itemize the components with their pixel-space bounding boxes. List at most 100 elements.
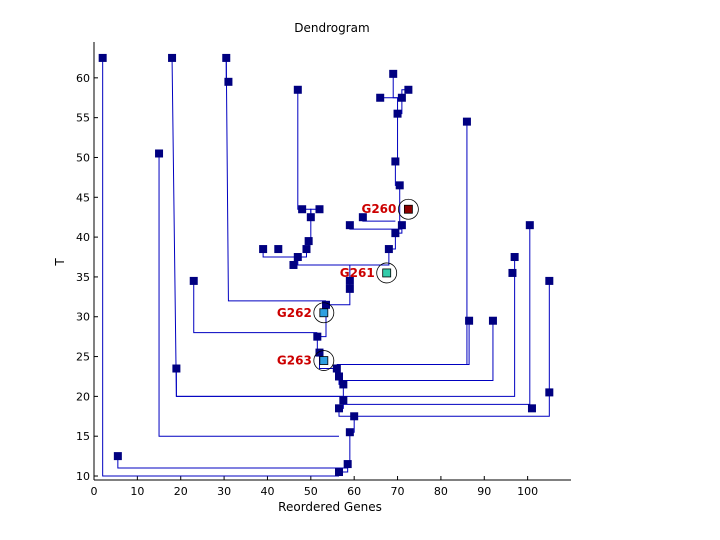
dendrogram-node[interactable]	[222, 53, 231, 62]
highlighted-node[interactable]	[382, 268, 392, 278]
dendrogram-branch	[193, 280, 318, 334]
dendrogram-branch	[343, 257, 516, 397]
axes	[93, 42, 571, 481]
dendrogram-node[interactable]	[350, 412, 359, 421]
highlighted-node[interactable]	[403, 204, 413, 214]
dendrogram-node[interactable]	[389, 69, 398, 78]
y-ticks: 10 15 20 25 30 35 40 45 50 55 60	[76, 72, 98, 483]
dendrogram-node[interactable]	[321, 300, 330, 309]
y-axis-label: T	[53, 258, 67, 267]
dendrogram-node[interactable]	[306, 213, 315, 222]
highlight-ring	[397, 198, 419, 220]
dendrogram-branch	[158, 153, 340, 437]
y-tick-label: 15	[76, 430, 90, 443]
dendrogram-node[interactable]	[332, 364, 341, 373]
highlighted-node[interactable]	[319, 308, 329, 318]
dendrogram-node[interactable]	[113, 452, 122, 461]
y-tick-label: 10	[76, 470, 90, 483]
x-tick-label: 60	[347, 485, 361, 498]
x-tick-label: 50	[304, 485, 318, 498]
dendrogram-node[interactable]	[339, 396, 348, 405]
dendrogram-node[interactable]	[343, 460, 352, 469]
dendrogram-node[interactable]	[274, 245, 283, 254]
dendrogram-branch	[225, 57, 326, 302]
trunk-branch	[325, 288, 351, 306]
dendrogram-node[interactable]	[376, 93, 385, 102]
dendrogram-node[interactable]	[384, 245, 393, 254]
highlight-ring	[313, 302, 335, 324]
x-tick-label: 100	[517, 485, 538, 498]
x-tick-label: 10	[130, 485, 144, 498]
dendrogram-node[interactable]	[313, 332, 322, 341]
dendrogram-node[interactable]	[172, 364, 181, 373]
dendrogram-node[interactable]	[527, 404, 536, 413]
x-tick-label: 0	[91, 485, 98, 498]
dendrogram-branch	[354, 280, 550, 417]
highlighted-genes: G260 G261 G262 G263	[277, 198, 419, 371]
gene-label: G262	[277, 306, 312, 320]
dendrogram-node[interactable]	[304, 237, 313, 246]
dendrogram-node[interactable]	[168, 53, 177, 62]
dendrogram-node[interactable]	[98, 53, 107, 62]
dendrogram-node[interactable]	[545, 388, 554, 397]
x-tick-label: 30	[217, 485, 231, 498]
dendrogram-nodes	[98, 53, 554, 477]
dendrogram-node[interactable]	[404, 85, 413, 94]
y-tick-label: 50	[76, 151, 90, 164]
dendrogram-node[interactable]	[189, 276, 198, 285]
x-ticks: 0 10 20 30 40 50 60 70 80 90 100	[91, 476, 538, 498]
x-tick-label: 40	[260, 485, 274, 498]
y-tick-label: 20	[76, 390, 90, 403]
dendrogram-node[interactable]	[395, 181, 404, 190]
dendrogram-node[interactable]	[345, 221, 354, 230]
gene-label: G263	[277, 354, 312, 368]
dendrogram-node[interactable]	[508, 268, 517, 277]
highlight-ring	[376, 262, 398, 284]
cluster-connector	[293, 249, 390, 266]
dendrogram-node[interactable]	[315, 348, 324, 357]
dendrogram-node[interactable]	[488, 316, 497, 325]
dendrogram-node[interactable]	[397, 221, 406, 230]
gene-label: G261	[340, 266, 375, 280]
dendrogram-node[interactable]	[289, 260, 298, 269]
dendrogram-node[interactable]	[358, 213, 367, 222]
x-axis-label: Reordered Genes	[278, 500, 382, 514]
dendrogram-node[interactable]	[335, 372, 344, 381]
dendrogram-node[interactable]	[525, 221, 534, 230]
dendrogram-node[interactable]	[465, 316, 474, 325]
x-tick-label: 20	[174, 485, 188, 498]
dendrogram-branch	[102, 57, 340, 477]
dendrogram-node[interactable]	[302, 245, 311, 254]
dendrogram-node[interactable]	[293, 85, 302, 94]
dendrogram-node[interactable]	[293, 253, 302, 262]
dendrogram-node[interactable]	[391, 229, 400, 238]
dendrogram-node[interactable]	[345, 276, 354, 285]
dendrogram-node[interactable]	[298, 205, 307, 214]
dendrogram-branch	[175, 368, 344, 397]
dendrogram-branch	[339, 320, 494, 381]
dendrogram-node[interactable]	[335, 468, 344, 477]
y-tick-label: 60	[76, 72, 90, 85]
dendrogram-node[interactable]	[345, 428, 354, 437]
dendrogram-node[interactable]	[462, 117, 471, 126]
highlighted-node[interactable]	[319, 356, 329, 365]
x-tick-label: 90	[477, 485, 491, 498]
y-tick-label: 25	[76, 351, 90, 364]
dendrogram-node[interactable]	[345, 284, 354, 293]
y-tick-label: 40	[76, 231, 90, 244]
chart-title: Dendrogram	[294, 21, 369, 35]
dendrogram-node[interactable]	[259, 245, 268, 254]
dendrogram-node[interactable]	[224, 77, 233, 86]
dendrogram-node[interactable]	[397, 93, 406, 102]
dendrogram-node[interactable]	[393, 109, 402, 118]
y-tick-label: 30	[76, 311, 90, 324]
dendrogram-node[interactable]	[510, 253, 519, 262]
dendrogram-node[interactable]	[339, 380, 348, 389]
x-tick-label: 70	[391, 485, 405, 498]
dendrogram-node[interactable]	[391, 157, 400, 166]
dendrogram-node[interactable]	[545, 276, 554, 285]
dendrogram-node[interactable]	[315, 205, 324, 214]
dendrogram-node[interactable]	[155, 149, 164, 158]
dendrogram-node[interactable]	[335, 404, 344, 413]
